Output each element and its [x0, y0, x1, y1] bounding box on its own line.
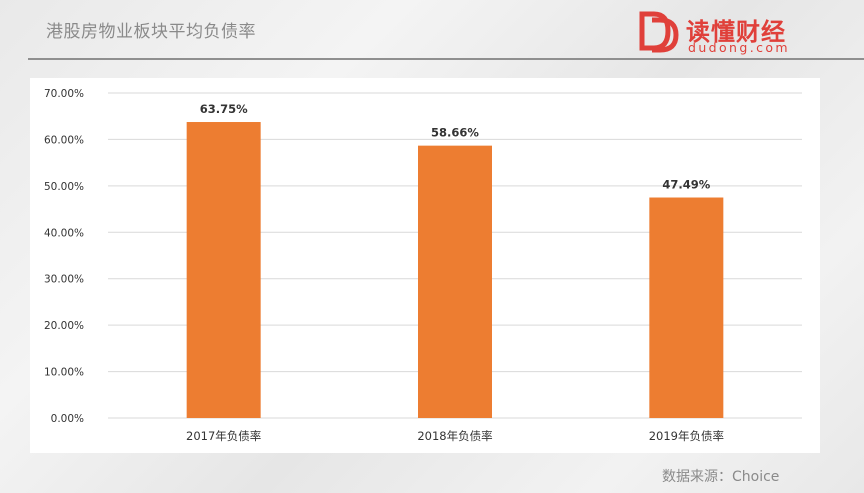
dudong-logo-icon [639, 11, 679, 53]
header: 港股房物业板块平均负债率 读懂财经 dudong.com [0, 0, 864, 60]
x-axis-categories: 2017年负债率 2018年负债率 2019年负债率 [186, 429, 724, 443]
logo-name: 读懂财经 [686, 18, 786, 46]
logo-url: dudong.com [688, 40, 790, 55]
y-tick-label: 50.00% [44, 181, 84, 193]
y-tick-label: 30.00% [44, 274, 84, 286]
bar [186, 122, 261, 418]
x-category-label: 2018年负债率 [417, 429, 492, 443]
y-tick-label: 20.00% [44, 320, 84, 332]
data-source: 数据来源：Choice [662, 469, 780, 485]
logo: 读懂财经 dudong.com [638, 8, 838, 55]
bar [418, 145, 492, 418]
bar-chart: 0.00% 10.00% 20.00% 30.00% 40.00% 50.00% 60.00… [44, 88, 802, 443]
data-label: 58.66% [431, 126, 479, 140]
header-divider [28, 58, 864, 60]
y-tick-label: 60.00% [44, 134, 84, 146]
chart-panel: 0.00% 10.00% 20.00% 30.00% 40.00% 50.00% 60.00… [30, 78, 820, 453]
y-tick-label: 10.00% [44, 367, 84, 379]
data-label: 63.75% [200, 102, 248, 116]
data-labels: 63.75% 58.66% 47.49% [200, 102, 711, 191]
y-tick-label: 0.00% [51, 413, 84, 425]
x-category-label: 2019年负债率 [649, 429, 724, 443]
page-title: 港股房物业板块平均负债率 [46, 22, 256, 42]
bar [649, 197, 724, 418]
y-axis-ticks: 0.00% 10.00% 20.00% 30.00% 40.00% 50.00% 60.00… [44, 88, 84, 425]
x-category-label: 2017年负债率 [186, 429, 261, 443]
y-tick-label: 70.00% [44, 88, 84, 100]
bars [186, 122, 724, 418]
data-label: 47.49% [662, 178, 710, 192]
y-tick-label: 40.00% [44, 227, 84, 239]
